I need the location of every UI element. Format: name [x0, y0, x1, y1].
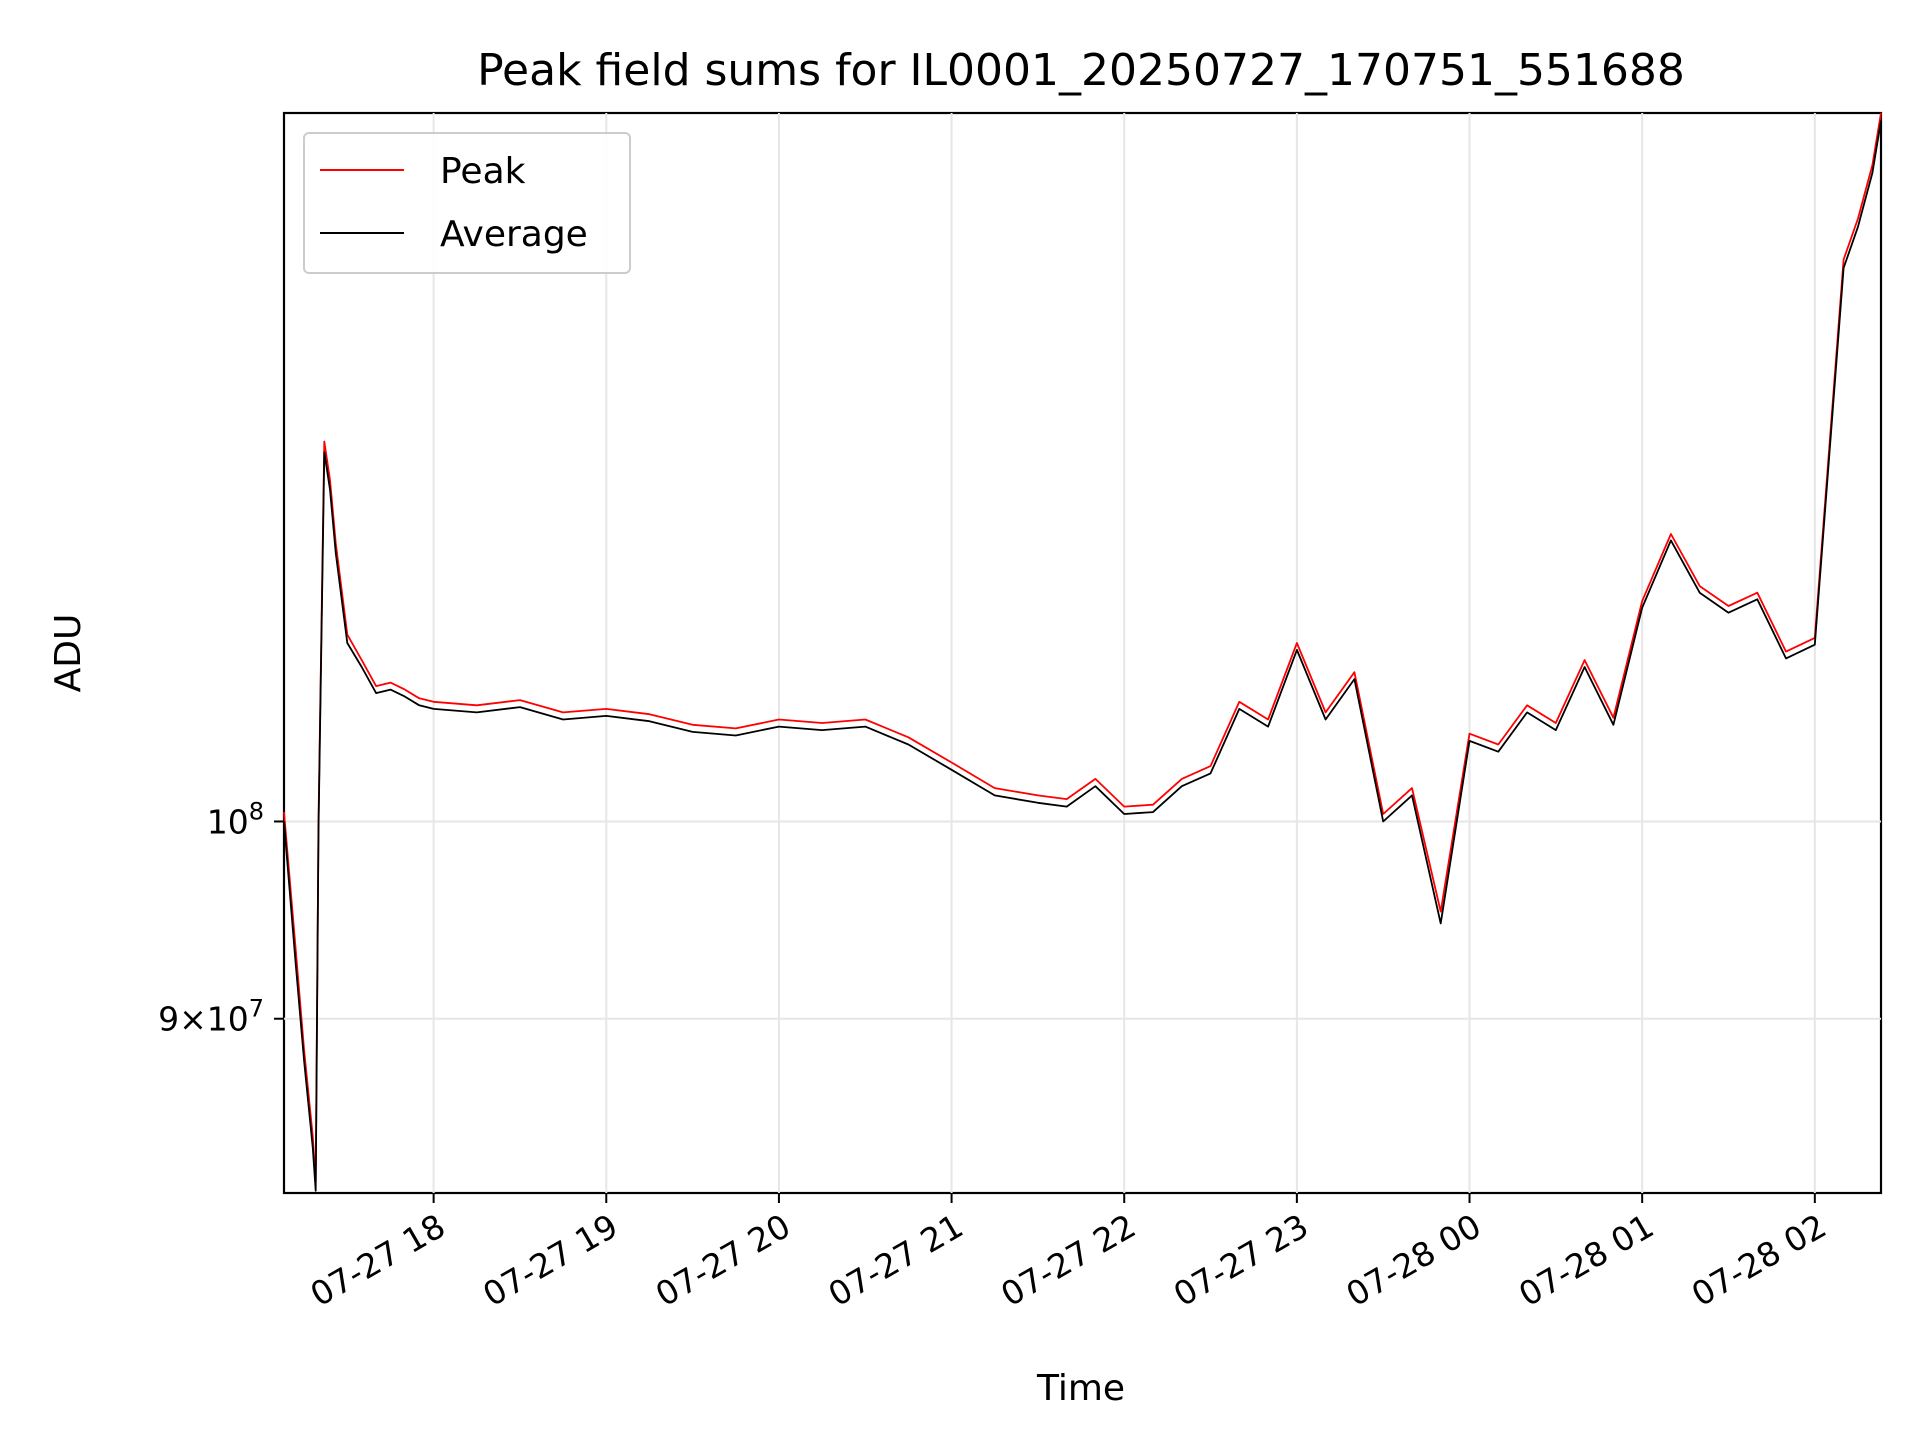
x-axis-label: Time — [1036, 1368, 1125, 1409]
legend-peak-label: Peak — [440, 151, 526, 192]
legend: Peak Average — [303, 132, 631, 274]
y-tick-label: 9×107 — [158, 995, 264, 1039]
series-lines — [283, 112, 1882, 1192]
legend-box — [303, 132, 631, 274]
y-tick-label: 108 — [207, 797, 264, 841]
plot-frame — [282, 111, 1883, 1195]
y-axis-label: ADU — [48, 614, 89, 693]
series-line-average — [283, 120, 1882, 1192]
chart-title: Peak field sums for IL0001_20250727_1707… — [477, 45, 1685, 96]
y-axis-ticks: 108 9×107 — [158, 797, 284, 1039]
legend-average-label: Average — [440, 214, 588, 255]
plot-area — [282, 111, 1883, 1195]
grid — [284, 113, 1881, 1193]
series-line-peak — [283, 112, 1882, 1183]
